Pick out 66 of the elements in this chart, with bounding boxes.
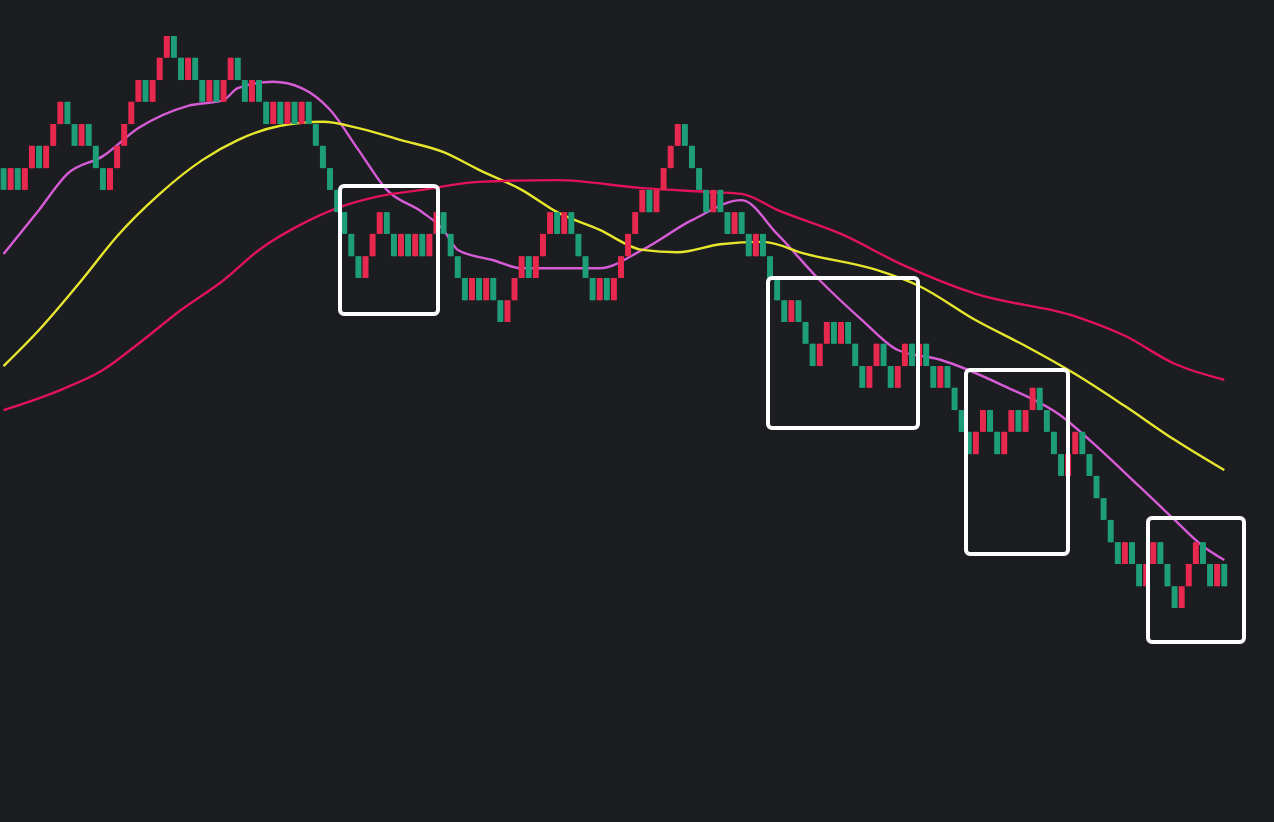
candlestick [738, 211, 745, 235]
candlestick [568, 211, 575, 235]
candlestick [440, 211, 447, 235]
candlestick [1121, 541, 1128, 565]
candlestick [135, 79, 142, 103]
candlestick [78, 123, 85, 147]
candlestick [355, 255, 362, 279]
candlestick [220, 79, 227, 103]
candlestick [1086, 453, 1093, 477]
candlestick [518, 255, 525, 279]
candlestick [937, 365, 944, 389]
candlestick [71, 123, 78, 147]
candlestick [241, 79, 248, 103]
candlestick [1192, 541, 1199, 565]
candlestick [731, 211, 738, 235]
candlestick [163, 35, 170, 59]
candlestick [859, 365, 866, 389]
candlestick [121, 123, 128, 147]
candlestick [170, 35, 177, 59]
candlestick [1100, 497, 1107, 521]
candlestick [0, 167, 7, 191]
candlestick [547, 211, 554, 235]
candlestick [383, 211, 390, 235]
candlestick [887, 365, 894, 389]
candlestick [724, 211, 731, 235]
candlestick [525, 255, 532, 279]
candlestick [845, 321, 852, 345]
candlestick [149, 79, 156, 103]
candlestick [823, 321, 830, 345]
candlestick [554, 211, 561, 235]
candlestick [256, 79, 263, 103]
candlestick [532, 255, 539, 279]
candlestick [660, 167, 667, 191]
candlestick [979, 409, 986, 433]
candlestick [99, 167, 106, 191]
candlestick [213, 79, 220, 103]
candlestick [1150, 541, 1157, 565]
candlestick [21, 167, 28, 191]
candlestick [1015, 409, 1022, 433]
candlestick [802, 321, 809, 345]
candlestick [930, 365, 937, 389]
candlestick [14, 167, 21, 191]
candlestick [561, 211, 568, 235]
candlestick [632, 211, 639, 235]
candlestick [50, 123, 57, 147]
candlestick [7, 167, 14, 191]
candlestick [1043, 409, 1050, 433]
candlestick [248, 79, 255, 103]
candlestick [454, 255, 461, 279]
candlestick [696, 167, 703, 191]
candlestick [866, 365, 873, 389]
candlestick [681, 123, 688, 147]
candlestick [674, 123, 681, 147]
candlestick [312, 123, 319, 147]
candlestick [944, 365, 951, 389]
candlestick [206, 79, 213, 103]
candlestick [1022, 409, 1029, 433]
candlestick [199, 79, 206, 103]
candlestick [376, 211, 383, 235]
candlestick [1008, 409, 1015, 433]
candlestick [830, 321, 837, 345]
candlestick [1114, 541, 1121, 565]
candlestick [894, 365, 901, 389]
candlestick [987, 409, 994, 433]
candlestick [1157, 541, 1164, 565]
candlestick [85, 123, 92, 147]
